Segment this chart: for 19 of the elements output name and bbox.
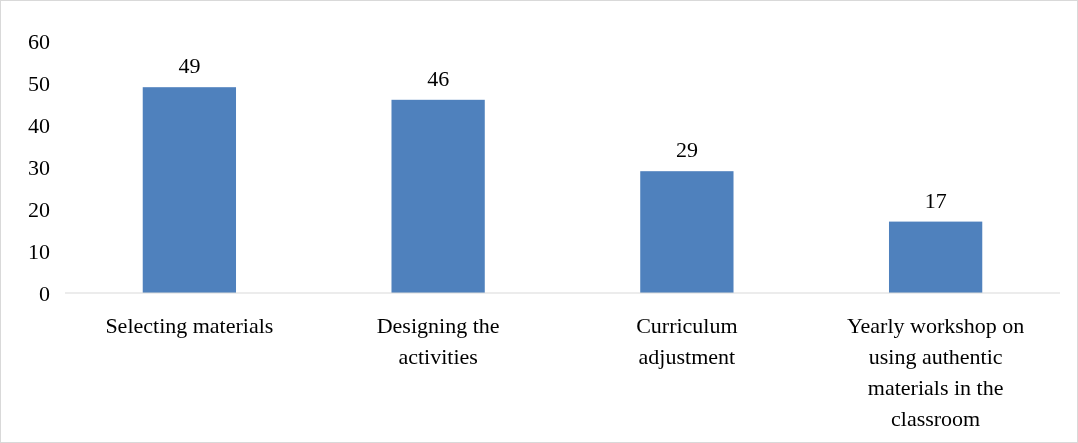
y-tick-label: 60 (28, 28, 50, 54)
y-tick-label: 50 (28, 70, 50, 96)
data-label: 29 (675, 137, 698, 163)
data-label: 46 (427, 65, 450, 91)
bar (391, 99, 485, 293)
y-tick-label: 10 (28, 238, 50, 264)
y-tick-label: 40 (28, 112, 50, 138)
x-tick-label: Yearly workshop on using authentic materials in the classroom (846, 313, 1025, 431)
data-label: 49 (178, 53, 201, 79)
y-tick-label: 30 (28, 154, 50, 180)
x-tick-label: Designing the activities (376, 313, 500, 369)
y-tick-label: 0 (39, 280, 50, 306)
data-label: 17 (924, 187, 947, 213)
bar (640, 171, 734, 293)
x-tick-label: Selecting materials (105, 313, 274, 338)
y-tick-label: 20 (28, 196, 50, 222)
bar (888, 221, 983, 293)
x-tick-label: Curriculum adjustment (636, 313, 738, 369)
bar (142, 87, 237, 293)
